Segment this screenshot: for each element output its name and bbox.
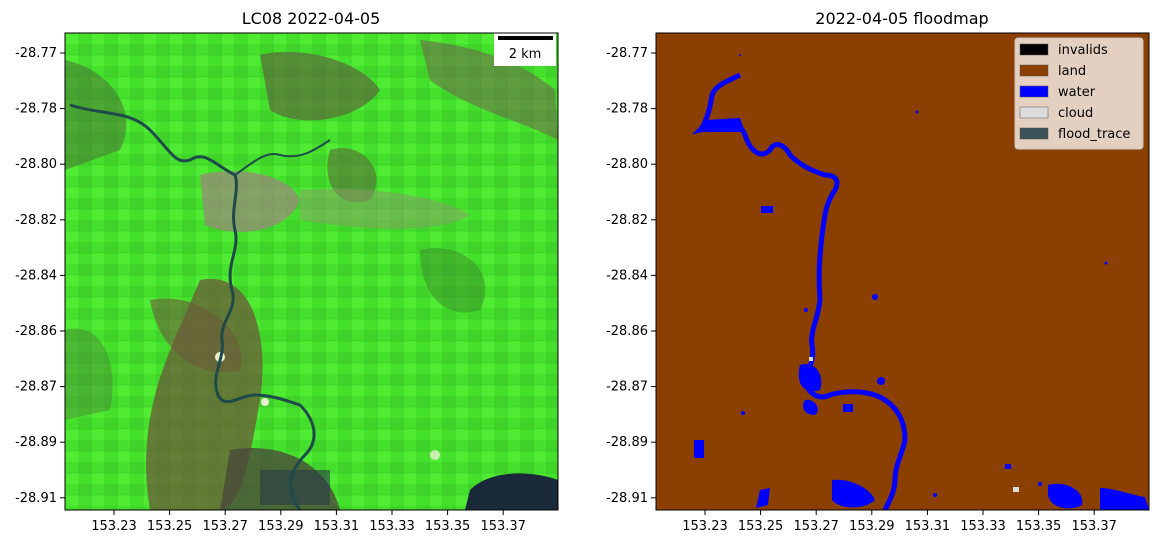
left-x-axis: 153.23 153.25 153.27 153.29 153.31 153.33 153.… <box>91 510 526 534</box>
legend-swatch-invalids <box>1019 43 1049 56</box>
right-x-tick-label: 153.31 <box>905 519 951 534</box>
left-y-tick-label: -28.86 <box>15 324 57 339</box>
left-y-tick-label: -28.91 <box>15 491 57 506</box>
right-x-axis: 153.23 153.25 153.27 153.29 153.31 153.33 153.… <box>682 510 1117 534</box>
right-x-tick-label: 153.23 <box>682 519 728 534</box>
left-y-tick-label: -28.87 <box>15 380 57 395</box>
left-x-tick-label: 153.33 <box>369 519 415 534</box>
left-x-tick-label: 153.31 <box>314 519 360 534</box>
right-axes-frame <box>655 32 1150 511</box>
right-x-tick-label: 153.37 <box>1071 519 1117 534</box>
right-y-tick-label: -28.89 <box>606 435 648 450</box>
right-x-tick-label: 153.27 <box>793 519 839 534</box>
legend: invalids land water cloud flood_trace <box>1014 37 1144 150</box>
right-x-tick-label: 153.35 <box>1016 519 1062 534</box>
left-panel-title: LC08 2022-04-05 <box>242 9 381 28</box>
right-panel-title: 2022-04-05 floodmap <box>815 9 988 28</box>
legend-swatch-water <box>1019 85 1049 98</box>
left-x-tick-label: 153.27 <box>202 519 248 534</box>
legend-swatch-flood_trace <box>1019 127 1049 140</box>
right-panel: 2022-04-05 floodmap <box>606 9 1150 534</box>
left-x-tick-label: 153.25 <box>147 519 193 534</box>
left-y-tick-label: -28.84 <box>15 268 57 283</box>
right-y-tick-label: -28.87 <box>606 380 648 395</box>
left-x-tick-label: 153.37 <box>480 519 526 534</box>
left-x-tick-label: 153.29 <box>258 519 304 534</box>
left-x-tick-label: 153.35 <box>425 519 471 534</box>
right-y-tick-label: -28.80 <box>606 157 648 172</box>
legend-label-cloud: cloud <box>1058 106 1093 121</box>
legend-swatch-cloud <box>1019 106 1049 119</box>
left-y-tick-label: -28.89 <box>15 435 57 450</box>
legend-label-invalids: invalids <box>1058 43 1108 58</box>
right-x-tick-label: 153.33 <box>960 519 1006 534</box>
left-axes-frame <box>64 32 559 511</box>
legend-swatch-land <box>1019 64 1049 77</box>
left-panel: LC08 2022-04-05 <box>15 9 559 534</box>
right-y-tick-label: -28.78 <box>606 102 648 117</box>
left-y-axis: -28.77 -28.78 -28.80 -28.82 -28.84 -28.86 -28.… <box>15 46 65 506</box>
legend-label-land: land <box>1058 64 1086 79</box>
left-x-tick-label: 153.23 <box>91 519 137 534</box>
left-y-tick-label: -28.82 <box>15 213 57 228</box>
scale-bar: 2 km <box>494 33 556 66</box>
legend-label-water: water <box>1058 85 1096 100</box>
right-y-tick-label: -28.91 <box>606 491 648 506</box>
left-y-tick-label: -28.77 <box>15 46 57 61</box>
right-y-axis: -28.77 -28.78 -28.80 -28.82 -28.84 -28.86 -28.… <box>606 46 656 506</box>
scale-bar-label: 2 km <box>509 47 542 62</box>
right-x-tick-label: 153.29 <box>849 519 895 534</box>
satellite-image <box>65 33 558 510</box>
right-y-tick-label: -28.86 <box>606 324 648 339</box>
left-y-tick-label: -28.80 <box>15 157 57 172</box>
river-water <box>691 72 908 510</box>
legend-label-flood_trace: flood_trace <box>1058 127 1130 142</box>
right-y-tick-label: -28.77 <box>606 46 648 61</box>
right-x-tick-label: 153.25 <box>738 519 784 534</box>
left-y-tick-label: -28.78 <box>15 102 57 117</box>
right-y-tick-label: -28.82 <box>606 213 648 228</box>
right-y-tick-label: -28.84 <box>606 268 648 283</box>
